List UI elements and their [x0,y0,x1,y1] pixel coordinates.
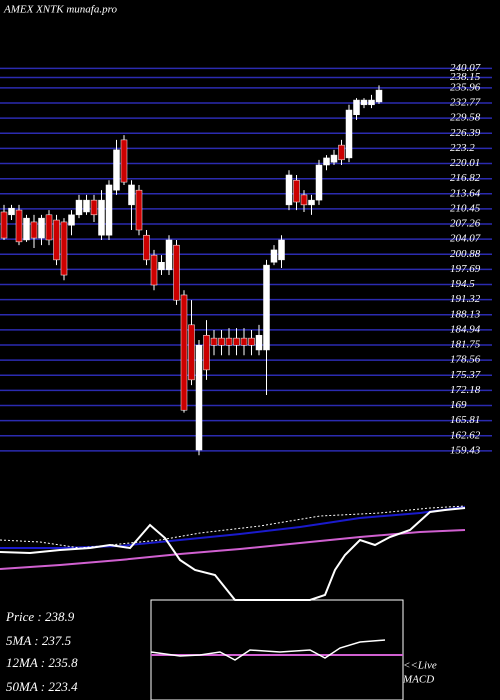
y-tick-label: 200.88 [450,248,481,260]
candle-body [150,254,158,286]
candle-body [165,239,173,271]
stat-12ma: 12MA : 235.8 [6,655,78,670]
macd-label: MACD [402,674,434,686]
y-tick-label: 181.75 [450,339,481,351]
candle-body [345,109,353,159]
macd-live: <<Live [403,660,437,672]
candle-body [203,335,210,371]
candle-body [338,144,345,161]
candle-body [83,199,90,213]
candle-body [173,244,180,301]
candle-layer [0,85,383,456]
candle-body [225,337,233,346]
candle-body [293,179,300,203]
y-tick-label: 216.82 [450,172,481,184]
candle-body [38,217,45,239]
candle-body [195,344,203,451]
candle-body [180,294,188,411]
candle-body [15,209,23,243]
y-tick-label: 226.39 [450,127,481,139]
y-tick-label: 213.64 [450,187,481,199]
candle-body [120,139,128,183]
candle-body [300,194,308,206]
candle-body [0,211,8,239]
candle-body [23,217,30,241]
candle-body [68,214,75,226]
candle-body [158,261,165,271]
y-tick-label: 188.13 [450,308,481,320]
candle-body [353,99,360,116]
candle-body [53,219,60,261]
candle-body [45,214,53,241]
candle-body [240,337,248,346]
y-tick-label: 162.62 [450,429,481,441]
y-tick-label: 178.56 [450,354,481,366]
ma-line-5 [0,505,466,549]
candle-body [188,324,195,381]
candle-body [330,154,338,163]
y-tick-label: 207.26 [450,218,481,230]
y-tick-label: 220.01 [450,157,480,169]
candle-body [263,264,270,351]
candle-body [143,234,150,261]
y-tick-label: 240.07 [450,62,481,74]
chart-title: AMEX XNTK munafa.pro [3,4,117,16]
y-tick-label: 210.45 [450,202,481,214]
candle-body [218,337,225,346]
y-tick-label: 169 [450,399,467,411]
y-tick-label: 175.37 [450,369,481,381]
candle-body [135,189,143,231]
candle-body [75,199,83,216]
stat-50ma: 50MA : 223.4 [6,679,78,694]
y-tick-label: 184.94 [450,323,481,335]
y-tick-label: 194.5 [450,278,475,290]
stat-5ma: 5MA : 237.5 [6,633,72,648]
candle-body [210,337,218,346]
candle-body [368,99,375,106]
candle-body [308,199,315,206]
y-tick-label: 235.96 [450,81,481,93]
candle-body [60,221,68,276]
y-tick-label: 229.58 [450,112,481,124]
candle-body [113,149,120,191]
y-tick-label: 165.81 [450,414,480,426]
candle-body [8,207,15,216]
candle-body [360,99,368,106]
stat-price: Price : 238.9 [5,609,75,624]
candle-body [278,239,285,261]
candle-body [233,337,240,346]
y-tick-label: 191.32 [450,293,481,305]
candle-body [285,174,293,206]
candle-body [315,164,323,201]
candle-body [30,221,38,239]
ma-line-12 [0,506,466,549]
candle-body [270,249,278,263]
y-tick-label: 159.43 [450,444,481,456]
candle-body [323,157,330,166]
y-tick-label: 204.07 [450,233,481,245]
candle-body [255,335,263,351]
y-tick-label: 197.69 [450,263,481,275]
y-tick-label: 172.18 [450,384,481,396]
y-tick-label: 232.77 [450,97,481,109]
candle-body [105,184,113,236]
y-tick-label: 238.15 [450,71,481,83]
y-tick-label: 223.2 [450,142,475,154]
macd-panel [150,599,404,700]
candle-body [128,184,135,206]
candle-body [98,199,105,236]
macd-box [150,599,404,700]
macd-line [150,639,386,661]
candle-body [90,199,98,216]
candle-body [248,337,255,346]
candle-body [375,89,383,103]
